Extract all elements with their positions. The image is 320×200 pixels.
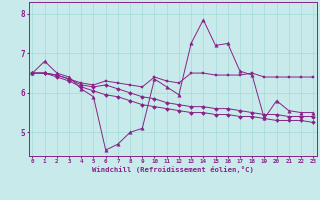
X-axis label: Windchill (Refroidissement éolien,°C): Windchill (Refroidissement éolien,°C) <box>92 166 254 173</box>
